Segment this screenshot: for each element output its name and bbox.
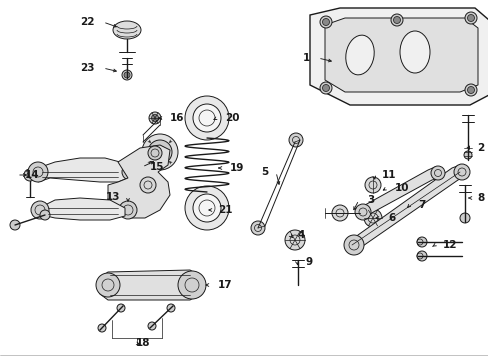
Polygon shape — [309, 8, 488, 105]
Text: 23: 23 — [81, 63, 95, 73]
Polygon shape — [349, 165, 467, 250]
Text: 15: 15 — [150, 162, 164, 172]
Text: 11: 11 — [381, 170, 396, 180]
Circle shape — [416, 237, 426, 247]
Circle shape — [27, 172, 33, 178]
Text: 17: 17 — [218, 280, 232, 290]
Circle shape — [119, 201, 137, 219]
Circle shape — [10, 220, 20, 230]
Text: 7: 7 — [417, 200, 425, 210]
Text: 10: 10 — [394, 183, 408, 193]
Circle shape — [178, 271, 205, 299]
Polygon shape — [108, 145, 170, 218]
Circle shape — [24, 169, 36, 181]
Circle shape — [151, 114, 158, 122]
Text: 4: 4 — [297, 230, 305, 240]
Polygon shape — [38, 158, 130, 182]
Circle shape — [354, 204, 370, 220]
Circle shape — [464, 12, 476, 24]
Circle shape — [363, 209, 381, 227]
Circle shape — [319, 82, 331, 94]
Circle shape — [142, 134, 178, 170]
Circle shape — [322, 85, 329, 91]
Circle shape — [124, 72, 130, 78]
Text: 21: 21 — [218, 205, 232, 215]
Circle shape — [40, 210, 50, 220]
Circle shape — [184, 96, 228, 140]
Circle shape — [148, 322, 156, 330]
Circle shape — [28, 162, 48, 182]
Polygon shape — [357, 167, 441, 217]
Circle shape — [154, 146, 165, 158]
Text: 1: 1 — [302, 53, 309, 63]
Text: 12: 12 — [442, 240, 457, 250]
Circle shape — [343, 235, 363, 255]
Circle shape — [285, 230, 305, 250]
Circle shape — [149, 112, 161, 124]
Circle shape — [453, 164, 469, 180]
Ellipse shape — [399, 31, 429, 73]
Circle shape — [390, 14, 402, 26]
Text: 22: 22 — [81, 17, 95, 27]
Circle shape — [322, 18, 329, 26]
Text: 16: 16 — [170, 113, 184, 123]
Text: 19: 19 — [229, 163, 244, 173]
Circle shape — [122, 70, 132, 80]
Text: 14: 14 — [25, 170, 40, 180]
Circle shape — [463, 151, 471, 159]
Text: 2: 2 — [476, 143, 483, 153]
Polygon shape — [42, 198, 125, 220]
Text: 13: 13 — [105, 192, 120, 202]
Polygon shape — [100, 270, 200, 300]
Text: 18: 18 — [136, 338, 150, 348]
Circle shape — [250, 221, 264, 235]
Circle shape — [464, 84, 476, 96]
Text: 9: 9 — [305, 257, 311, 267]
Circle shape — [122, 164, 138, 180]
Circle shape — [459, 213, 469, 223]
Circle shape — [98, 324, 106, 332]
Text: 6: 6 — [387, 213, 394, 223]
Text: 8: 8 — [476, 193, 483, 203]
Circle shape — [393, 17, 400, 23]
Circle shape — [117, 304, 125, 312]
Ellipse shape — [345, 35, 373, 75]
Circle shape — [364, 177, 380, 193]
Ellipse shape — [113, 21, 141, 39]
Circle shape — [148, 146, 162, 160]
Circle shape — [467, 86, 473, 94]
Circle shape — [31, 201, 49, 219]
Circle shape — [331, 205, 347, 221]
Polygon shape — [325, 18, 477, 92]
Circle shape — [430, 166, 444, 180]
Circle shape — [96, 273, 120, 297]
Circle shape — [140, 177, 156, 193]
Text: 5: 5 — [260, 167, 267, 177]
Circle shape — [193, 104, 221, 132]
Text: 3: 3 — [366, 195, 373, 205]
Circle shape — [193, 194, 221, 222]
Circle shape — [288, 133, 303, 147]
Text: 20: 20 — [224, 113, 239, 123]
Circle shape — [416, 251, 426, 261]
Circle shape — [319, 16, 331, 28]
Circle shape — [467, 14, 473, 22]
Circle shape — [148, 140, 172, 164]
Circle shape — [167, 304, 175, 312]
Circle shape — [184, 186, 228, 230]
